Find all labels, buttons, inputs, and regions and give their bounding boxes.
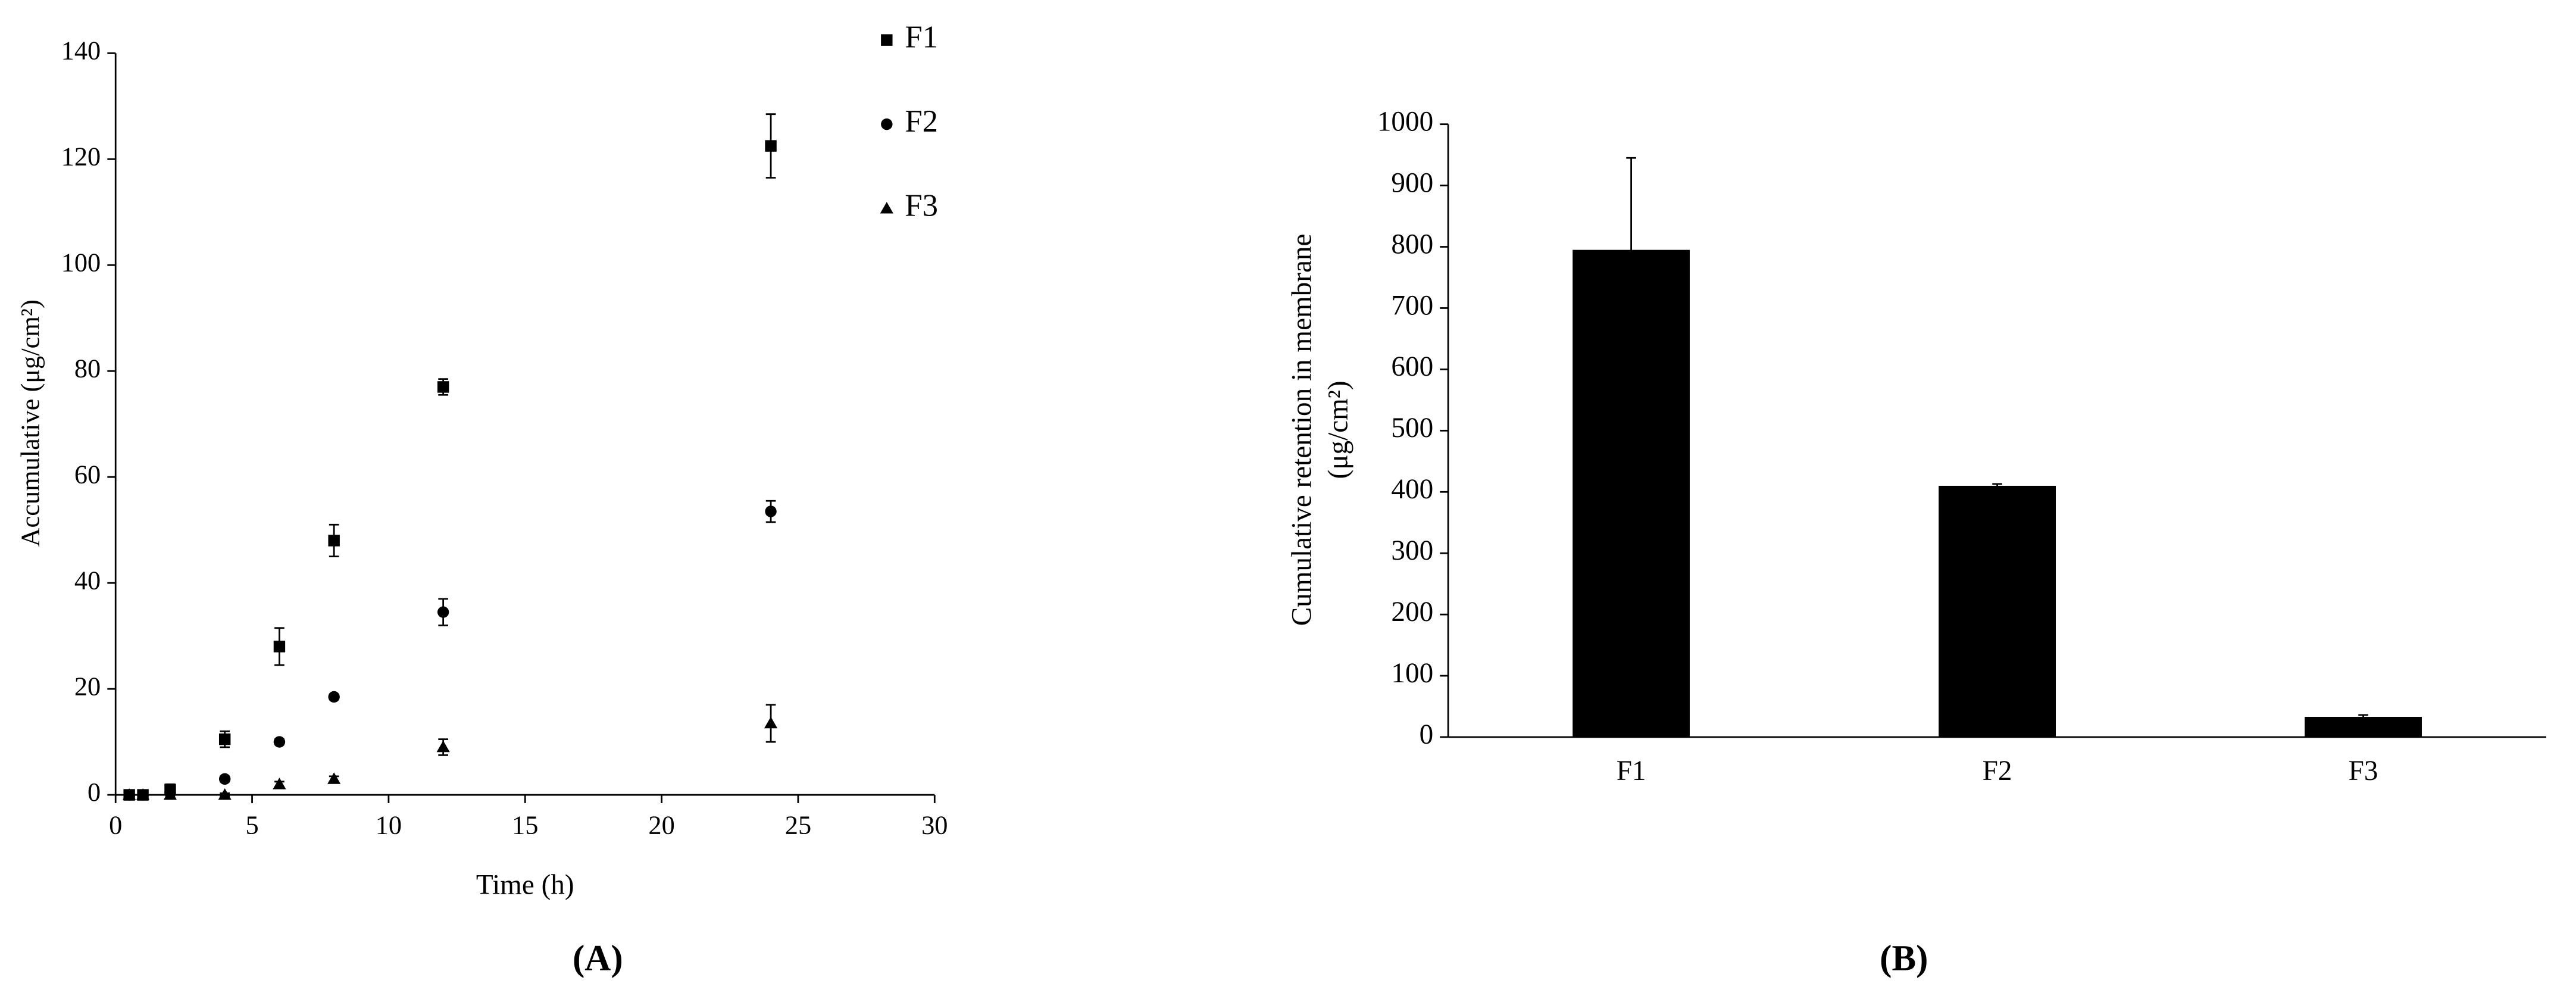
x-tick-label: 25 — [785, 810, 811, 840]
x-tick-label: 30 — [921, 810, 948, 840]
marker — [328, 535, 340, 547]
marker — [136, 788, 150, 800]
legend-marker — [881, 118, 893, 130]
x-tick-label: F2 — [1983, 756, 2012, 786]
y-tick-label: 120 — [61, 142, 101, 171]
x-axis-title: Time (h) — [476, 869, 574, 900]
y-tick-label: 80 — [74, 353, 101, 383]
y-axis-title: Accumulative (μg/cm²) — [15, 299, 45, 547]
x-tick-label: F3 — [2349, 756, 2378, 786]
legend-marker — [881, 34, 893, 46]
y-tick-label: 200 — [1391, 597, 1433, 628]
y-tick-label: 300 — [1391, 535, 1433, 566]
legend-marker — [880, 202, 893, 214]
marker — [437, 606, 449, 618]
legend-label: F2 — [905, 104, 938, 139]
marker — [218, 773, 231, 785]
y-tick-label: 0 — [1420, 719, 1434, 750]
x-tick-label: 0 — [109, 810, 122, 840]
x-tick-label: F1 — [1617, 756, 1646, 786]
y-tick-label: 400 — [1391, 474, 1433, 505]
marker — [328, 691, 340, 703]
y-tick-label: 600 — [1391, 351, 1433, 382]
y-tick-label: 20 — [74, 671, 101, 701]
y-tick-label: 1000 — [1377, 106, 1433, 137]
marker — [123, 788, 136, 800]
marker — [218, 733, 231, 745]
y-tick-label: 800 — [1391, 229, 1433, 260]
marker — [273, 736, 286, 748]
x-tick-label: 15 — [512, 810, 538, 840]
y-tick-label: 500 — [1391, 413, 1433, 444]
legend-label: F3 — [905, 188, 938, 223]
marker — [764, 716, 778, 729]
marker — [273, 641, 286, 653]
caption: (B) — [1880, 938, 1928, 978]
marker — [765, 140, 777, 152]
marker — [218, 788, 232, 800]
y-tick-label: 100 — [61, 247, 101, 277]
marker — [163, 788, 177, 800]
y-tick-label: 100 — [1391, 658, 1433, 689]
y-tick-label: 140 — [61, 36, 101, 65]
caption: (A) — [573, 938, 623, 978]
y-tick-label: 40 — [74, 565, 101, 595]
y-axis-title: Cumulative retention in membrane — [1287, 234, 1318, 626]
y-tick-label: 900 — [1391, 167, 1433, 198]
marker — [273, 778, 286, 789]
marker — [436, 740, 450, 753]
y-tick-label: 60 — [74, 459, 101, 489]
bar — [1939, 485, 2056, 737]
marker — [327, 772, 341, 784]
legend-label: F1 — [905, 20, 938, 54]
bar — [2305, 716, 2422, 737]
x-tick-label: 10 — [376, 810, 402, 840]
marker — [765, 505, 777, 517]
y-axis-title: (μg/cm²) — [1323, 380, 1354, 479]
x-tick-label: 5 — [245, 810, 258, 840]
y-tick-label: 0 — [87, 777, 101, 807]
marker — [437, 381, 449, 393]
y-tick-label: 700 — [1391, 290, 1433, 321]
x-tick-label: 20 — [648, 810, 674, 840]
